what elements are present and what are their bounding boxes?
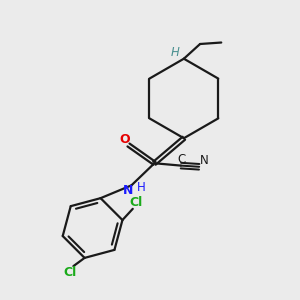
Text: Cl: Cl xyxy=(129,196,142,209)
Text: N: N xyxy=(200,154,209,167)
Text: N: N xyxy=(123,184,134,197)
Text: C: C xyxy=(177,153,186,166)
Text: Cl: Cl xyxy=(63,266,76,279)
Text: O: O xyxy=(120,133,130,146)
Text: H: H xyxy=(136,181,145,194)
Text: H: H xyxy=(171,46,180,59)
